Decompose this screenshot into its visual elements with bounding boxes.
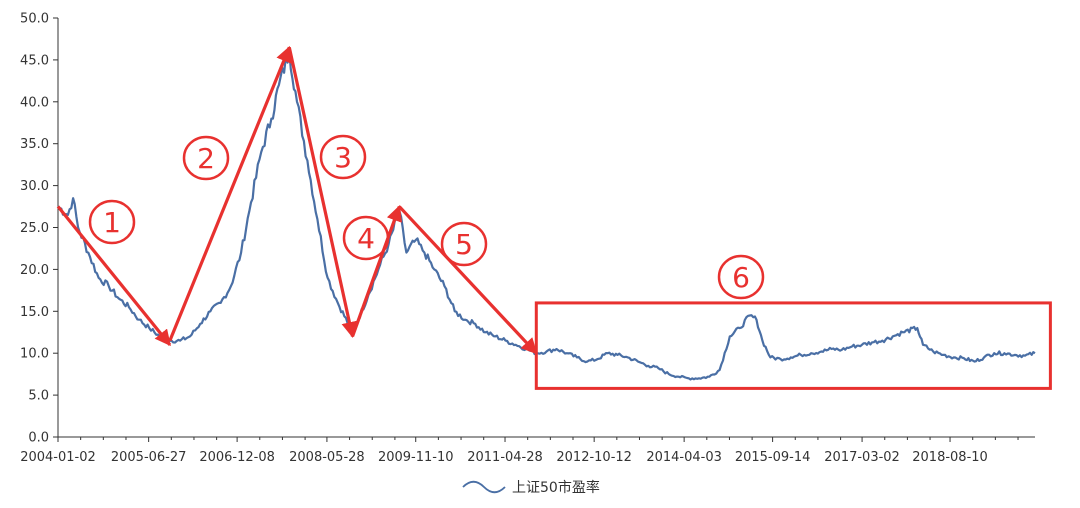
x-tick-label: 2009-11-10 <box>378 450 454 465</box>
annotation-arrow-3 <box>287 46 358 339</box>
x-tick-label: 2006-12-08 <box>199 450 275 465</box>
x-tick-label: 2005-06-27 <box>111 450 187 465</box>
annotation-box <box>534 301 1052 390</box>
legend-label: 上证50市盈率 <box>512 479 600 496</box>
x-tick-label: 2004-01-02 <box>20 450 96 465</box>
annotations: 1 2 3 4 5 6 <box>56 45 1052 390</box>
y-tick-label: 40.0 <box>20 95 49 110</box>
annotation-circle-1 <box>88 199 136 245</box>
y-tick-label: 30.0 <box>20 179 49 194</box>
series-line-pe <box>57 50 1036 381</box>
x-tick-label: 2018-08-10 <box>912 450 988 465</box>
y-ticks: 0.0 5.0 10.0 15.0 20.0 25.0 30.0 35.0 40.0 45.0 50… <box>20 12 58 446</box>
y-tick-label: 5.0 <box>28 389 49 404</box>
x-tick-label: 2012-10-12 <box>556 450 632 465</box>
x-tick-label: 2015-09-14 <box>735 450 811 465</box>
annotation-label-6: 6 <box>732 261 750 294</box>
annotation-arrow-2 <box>168 45 292 342</box>
annotation-arrow-1 <box>56 205 172 347</box>
x-tick-label: 2014-04-03 <box>646 450 722 465</box>
legend-swatch <box>462 480 506 494</box>
annotation-circle-3 <box>319 134 367 180</box>
annotation-label-3: 3 <box>334 141 352 174</box>
y-tick-label: 35.0 <box>20 137 49 152</box>
x-ticks: 2004-01-02 2005-06-27 2006-12-08 2008-05-28… <box>20 437 1019 465</box>
y-tick-label: 15.0 <box>20 305 49 320</box>
x-tick-label: 2008-05-28 <box>289 450 365 465</box>
annotation-circle-2 <box>182 135 230 181</box>
annotation-circle-6 <box>717 254 765 300</box>
x-tick-label: 2017-03-02 <box>824 450 900 465</box>
legend[interactable]: 上证50市盈率 <box>462 479 600 496</box>
y-tick-label: 50.0 <box>20 12 49 27</box>
annotation-label-5: 5 <box>455 228 473 261</box>
y-tick-label: 0.0 <box>28 431 49 446</box>
annotation-arrow-5 <box>398 205 538 355</box>
annotation-circle-5 <box>440 221 488 267</box>
annotation-label-4: 4 <box>357 222 375 255</box>
annotation-label-2: 2 <box>197 142 215 175</box>
annotation-arrow-4 <box>350 205 402 337</box>
y-tick-label: 20.0 <box>20 263 49 278</box>
annotation-circle-4 <box>342 215 390 261</box>
x-tick-label: 2011-04-28 <box>467 450 543 465</box>
y-tick-label: 10.0 <box>20 347 49 362</box>
annotation-label-1: 1 <box>103 206 121 239</box>
y-tick-label: 25.0 <box>20 221 49 236</box>
y-tick-label: 45.0 <box>20 53 49 68</box>
